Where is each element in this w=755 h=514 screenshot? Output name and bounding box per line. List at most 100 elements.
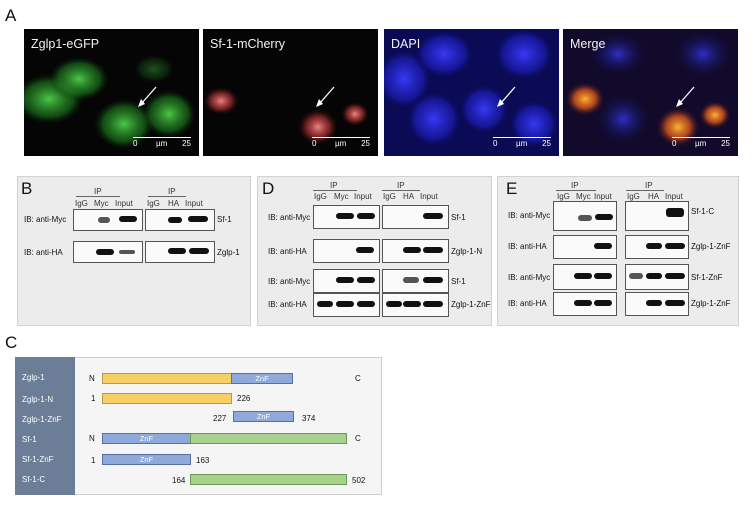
band [357, 277, 375, 283]
tile-merge: Merge 0 µm 25 [563, 29, 738, 156]
construct-sidebar [15, 357, 75, 495]
blot-strip [625, 201, 689, 231]
ip-label: IP [397, 181, 405, 190]
band [403, 301, 421, 307]
band [595, 214, 613, 220]
row-label: IB: anti-HA [508, 299, 547, 308]
scale-unit: µm [156, 139, 168, 148]
scale-zero: 0 [493, 139, 498, 148]
tile-label: Merge [570, 37, 606, 51]
ip-label: IP [645, 181, 653, 190]
blot-strip [553, 201, 617, 231]
znf-domain: ZnF [231, 373, 293, 384]
band [423, 247, 443, 253]
blot-strip [313, 205, 380, 229]
band [189, 248, 209, 254]
zglp1-n-fragment [102, 393, 232, 404]
blot-target: Sf-1 [217, 215, 232, 224]
band [168, 248, 186, 254]
blot-strip [382, 269, 449, 293]
panel-a-letter: A [5, 6, 17, 25]
col-input: Input [420, 192, 438, 201]
band [98, 217, 110, 223]
col-igg: IgG [314, 192, 327, 201]
band [403, 247, 421, 253]
end-residue: 502 [352, 476, 366, 485]
row-label: IB: anti-Myc [508, 273, 551, 282]
ip-label: IP [330, 181, 338, 190]
blot-target: Zglp-1-ZnF [451, 300, 491, 309]
panel-d-letter: D [262, 179, 275, 198]
blue-fluorescence-image [384, 29, 559, 156]
band [423, 301, 443, 307]
construct-name: Sf-1 [22, 435, 37, 444]
ip-underline [313, 190, 357, 191]
blot-target: Zglp-1 [217, 248, 240, 257]
n-terminus: N [89, 374, 95, 383]
ip-label: IP [571, 181, 579, 190]
znf-fragment: ZnF [102, 454, 191, 465]
scale-value: 25 [721, 139, 730, 148]
band [119, 250, 135, 254]
blot-strip [313, 293, 380, 317]
ip-underline [148, 196, 186, 197]
col-input: Input [185, 199, 203, 208]
blot-strip [313, 269, 380, 293]
start-residue: 164 [172, 476, 186, 485]
blot-target: Zglp-1-N [451, 247, 483, 256]
band [356, 247, 374, 253]
ip-label: IP [168, 187, 176, 196]
band [423, 277, 443, 283]
panel-e: E IP IgG Myc Input IP IgG HA Input IB: a… [497, 176, 739, 326]
scale-value: 25 [361, 139, 370, 148]
ip-underline [626, 190, 664, 191]
panel-b: B IP IgG Myc Input IP IgG HA Input IB: a… [17, 176, 251, 326]
col-myc: Myc [576, 192, 591, 201]
ip-label: IP [94, 187, 102, 196]
band [578, 215, 592, 221]
blot-strip [313, 239, 380, 263]
blot-target: Sf-1 [451, 277, 466, 286]
scale-unit: µm [695, 139, 707, 148]
construct-name: Zglp-1 [22, 373, 45, 382]
band [336, 277, 354, 283]
band [357, 213, 375, 219]
band [594, 300, 612, 306]
scale-zero: 0 [672, 139, 677, 148]
row-label: IB: anti-Myc [508, 211, 551, 220]
scale-unit: µm [516, 139, 528, 148]
col-input: Input [665, 192, 683, 201]
scale-zero: 0 [133, 139, 138, 148]
col-igg: IgG [383, 192, 396, 201]
band [665, 273, 685, 279]
start-residue: 1 [91, 456, 96, 465]
col-myc: Myc [334, 192, 349, 201]
row-label: IB: anti-Myc [268, 213, 311, 222]
znf-domain: ZnF [102, 433, 191, 444]
scale-bar: 0 µm 25 [672, 137, 730, 151]
row-label: IB: anti-HA [508, 242, 547, 251]
tile-label: Sf-1-mCherry [210, 37, 286, 51]
scale-value: 25 [542, 139, 551, 148]
band [665, 300, 685, 306]
blot-strip [553, 292, 617, 316]
panel-d: D IP IgG Myc Input IP IgG HA Input IB: a… [257, 176, 492, 326]
c-terminus: C [355, 434, 361, 443]
scale-zero: 0 [312, 139, 317, 148]
band [646, 273, 662, 279]
col-myc: Myc [94, 199, 109, 208]
scale-bar: 0 µm 25 [133, 137, 191, 151]
band [357, 301, 375, 307]
blot-strip [382, 239, 449, 263]
band [188, 216, 208, 222]
band [594, 273, 612, 279]
n-terminus: N [89, 434, 95, 443]
band [646, 243, 662, 249]
scale-unit: µm [335, 139, 347, 148]
start-residue: 227 [213, 414, 227, 423]
band [96, 249, 114, 255]
c-terminus: C [355, 374, 361, 383]
scale-bar: 0 µm 25 [493, 137, 551, 151]
red-fluorescence-image [203, 86, 369, 145]
blot-target: Sf-1-C [691, 207, 715, 216]
